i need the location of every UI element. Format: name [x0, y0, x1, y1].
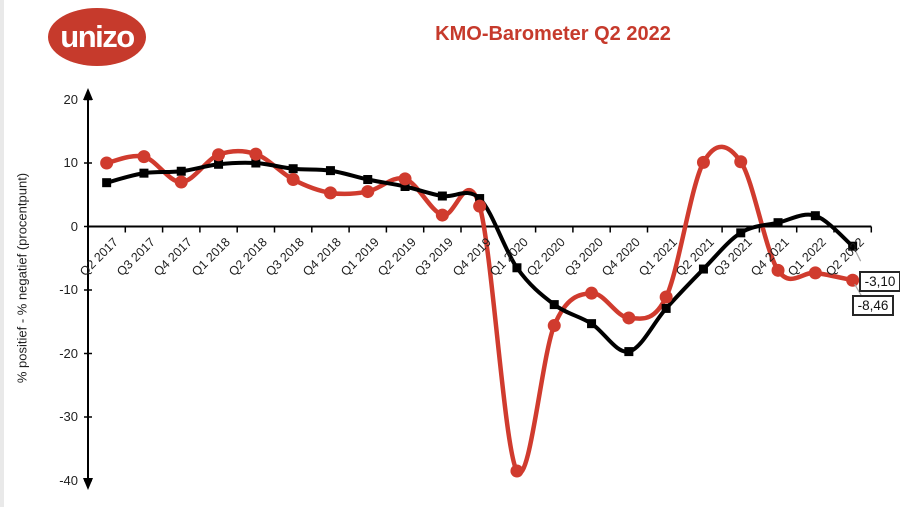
black-series-marker — [773, 218, 783, 228]
red-series-marker — [323, 186, 337, 200]
unizo-logo-text: unizo — [60, 19, 135, 54]
red-series-marker — [473, 199, 487, 213]
callout-black-last-value: -3,10 — [858, 271, 900, 293]
red-series-marker — [696, 155, 710, 169]
black-series-marker — [810, 211, 820, 221]
y-axis-tick-label: -20 — [59, 345, 78, 361]
black-series-marker — [848, 241, 858, 251]
y-axis-tick-label: -10 — [59, 282, 78, 297]
black-series-marker — [661, 303, 671, 313]
black-series-marker — [475, 194, 485, 204]
y-axis-tick-label: 10 — [63, 155, 78, 170]
left-edge-strip — [0, 0, 4, 507]
black-series-marker — [512, 263, 522, 273]
black-series-marker — [549, 300, 559, 310]
black-series-marker — [624, 347, 634, 357]
red-series-marker — [212, 148, 226, 162]
black-series-marker — [251, 158, 261, 168]
red-series-marker — [659, 290, 673, 304]
red-series-marker — [771, 263, 785, 277]
red-series-marker — [435, 208, 449, 222]
y-axis-tick-label: -30 — [59, 409, 78, 424]
black-series-marker — [400, 181, 410, 191]
y-axis-title: % positief - % negatief (procentpunt) — [14, 172, 30, 384]
black-series-marker — [587, 319, 597, 329]
black-series-marker — [325, 166, 335, 176]
red-series-marker — [398, 172, 412, 186]
red-series-marker — [361, 185, 375, 199]
callout-leader-line — [854, 248, 862, 262]
red-series-marker — [734, 155, 748, 169]
red-series-marker — [846, 273, 860, 287]
red-series-marker — [585, 286, 599, 300]
black-series-marker — [288, 164, 298, 174]
red-series-marker — [174, 175, 188, 189]
black-series-marker — [102, 178, 112, 188]
callout-red-last-value: -8,46 — [851, 295, 895, 317]
red-series-marker — [808, 266, 822, 280]
callout-leader-line — [854, 283, 863, 297]
black-series-marker — [214, 159, 224, 169]
black-series-marker — [736, 228, 746, 238]
y-axis-tick-label: 0 — [70, 218, 78, 234]
red-series-marker — [286, 173, 300, 187]
black-series-marker — [363, 175, 373, 185]
red-series-marker — [137, 150, 151, 164]
red-series-marker — [547, 319, 561, 333]
red-series-marker — [622, 311, 636, 325]
red-series-line — [104, 144, 855, 476]
black-series-marker — [698, 264, 708, 274]
y-axis-tick-label: 20 — [63, 91, 78, 107]
black-series-marker — [176, 166, 186, 176]
black-series-marker — [139, 168, 149, 178]
y-axis-arrow-up-icon — [83, 88, 93, 100]
chart-title: KMO-Barometer Q2 2022 — [435, 23, 671, 45]
red-series-marker — [249, 147, 263, 161]
unizo-logo: unizo — [48, 8, 146, 66]
red-series-marker — [510, 464, 524, 478]
y-axis-tick-label: -40 — [59, 472, 78, 488]
red-series-marker — [100, 156, 114, 170]
black-series-marker — [437, 191, 447, 201]
